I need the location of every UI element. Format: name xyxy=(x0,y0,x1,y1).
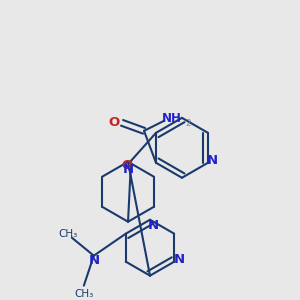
Text: O: O xyxy=(108,116,120,129)
Text: CH₃: CH₃ xyxy=(74,289,94,298)
Text: 2: 2 xyxy=(185,119,191,128)
Text: O: O xyxy=(122,159,133,172)
Text: N: N xyxy=(206,154,218,167)
Text: N: N xyxy=(174,253,185,266)
Text: CH₃: CH₃ xyxy=(58,229,77,239)
Text: N: N xyxy=(147,219,159,232)
Text: N: N xyxy=(88,254,99,267)
Text: N: N xyxy=(122,163,134,176)
Text: NH: NH xyxy=(162,112,182,125)
